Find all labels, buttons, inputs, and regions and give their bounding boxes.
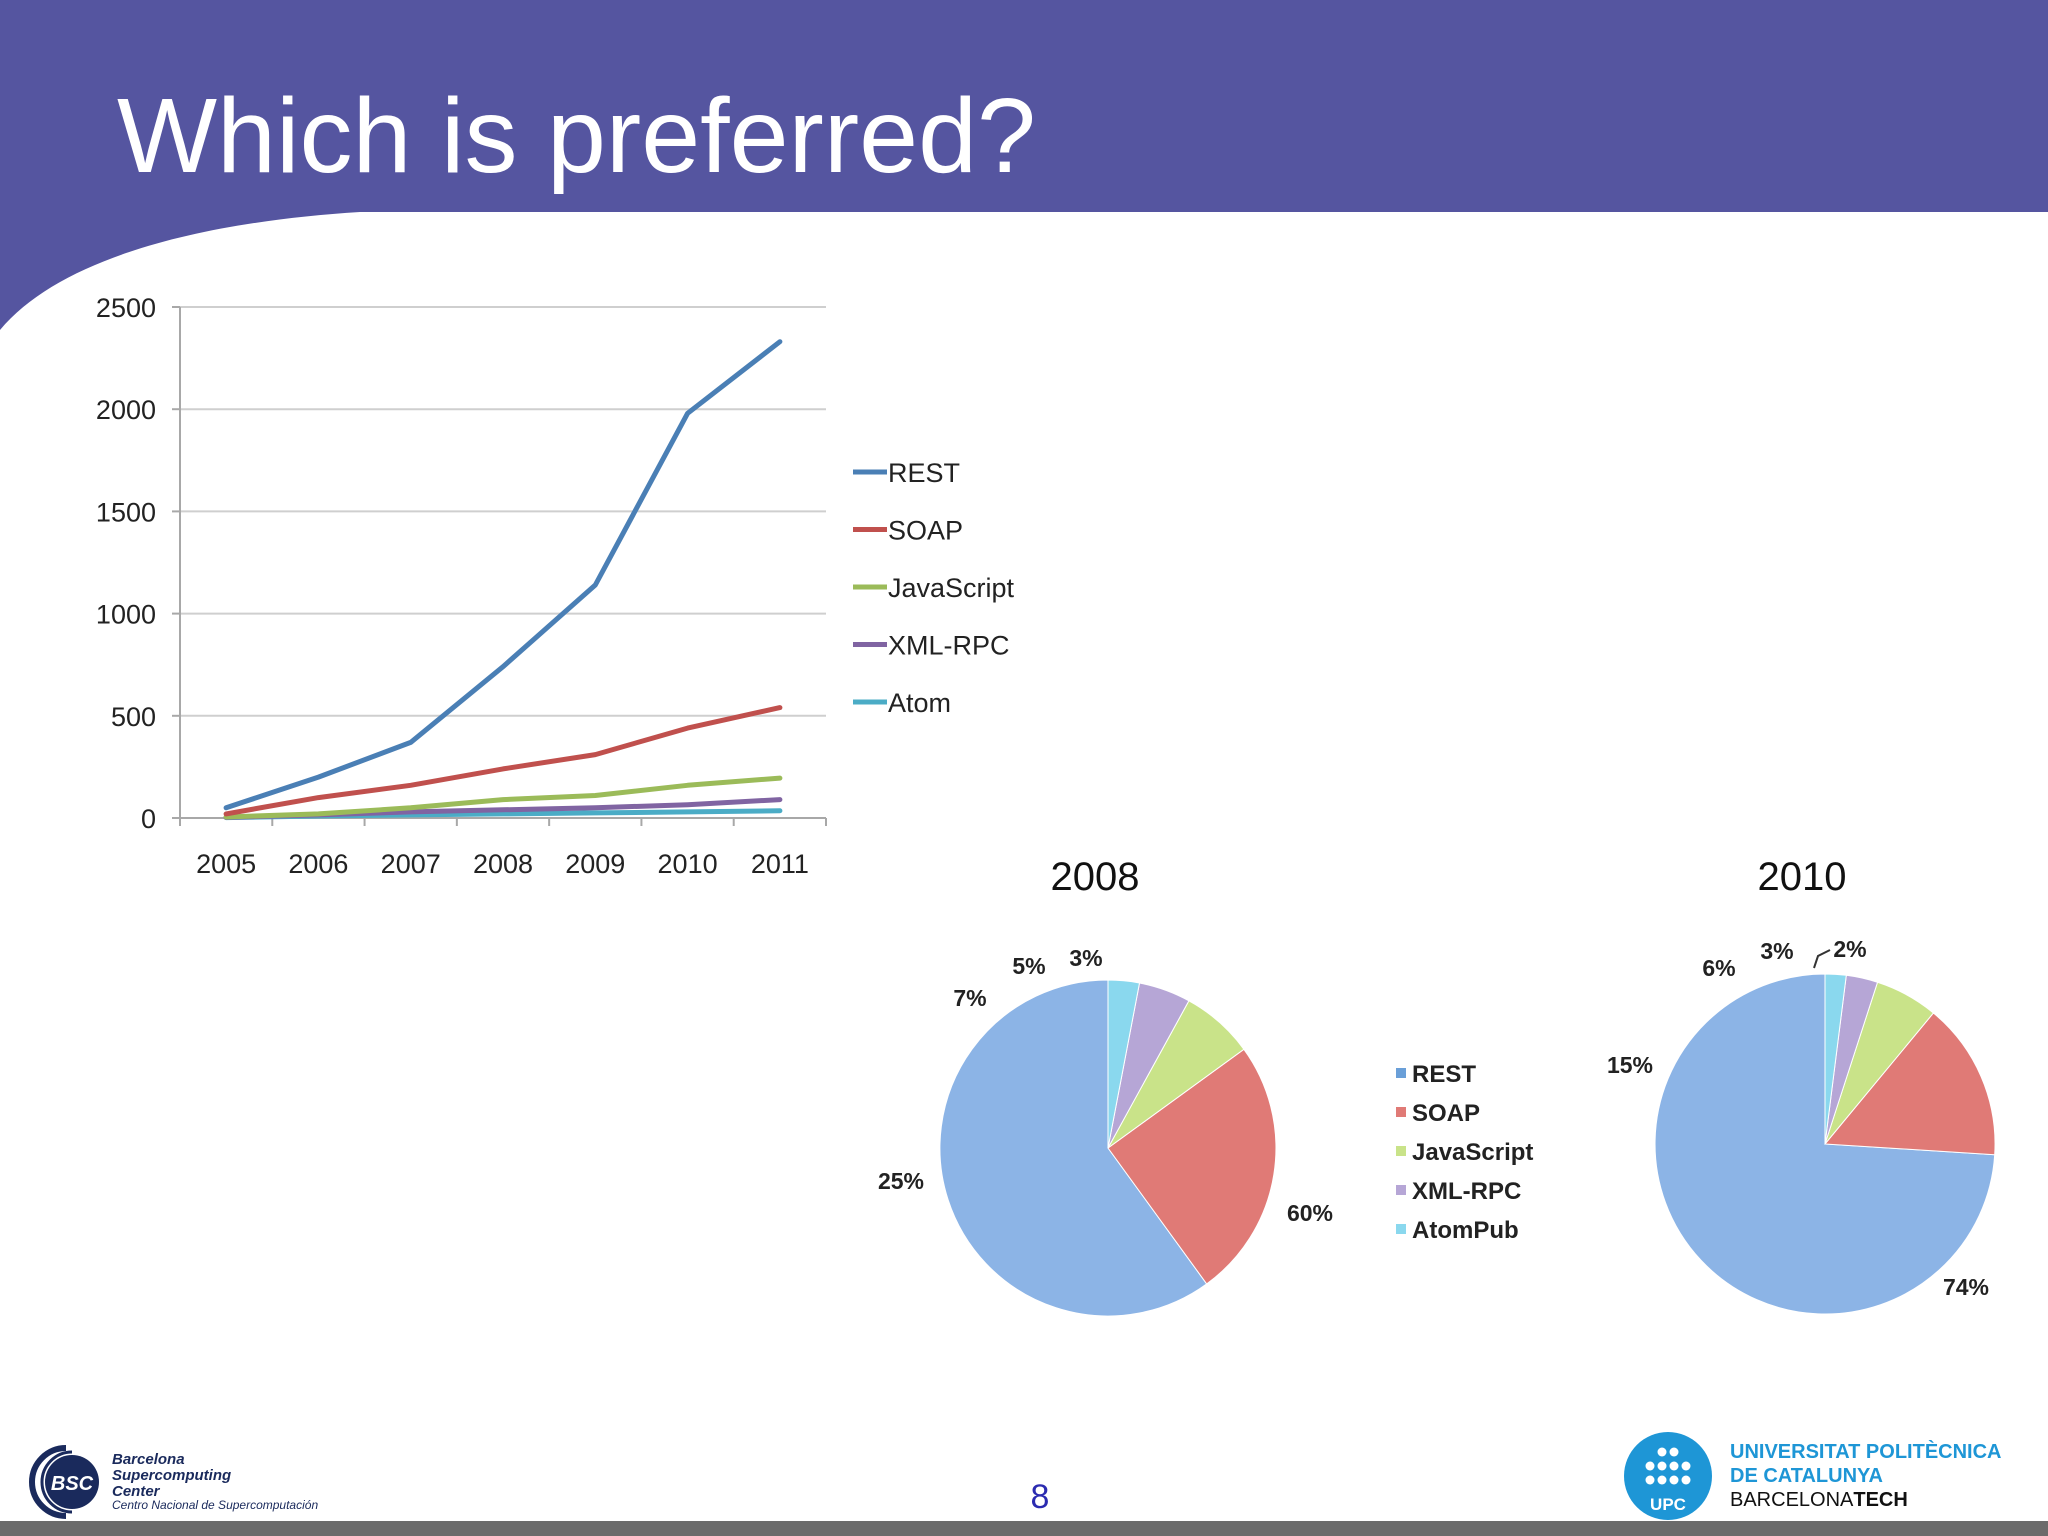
pie-legend-swatch-javascript: [1396, 1146, 1406, 1156]
upc-dot: [1669, 1447, 1679, 1457]
series-line-soap: [223, 705, 783, 817]
bsc-logo-icon: BSC: [29, 1445, 99, 1519]
series-line-rest: [223, 339, 783, 811]
bsc-wordmark: Barcelona Supercomputing Center Centro N…: [112, 1452, 318, 1512]
upc-logo-icon: UPC: [1624, 1432, 1712, 1520]
upc-dot: [1669, 1475, 1679, 1485]
pie-title: 2010: [1758, 855, 1847, 899]
pie-legend-label-javascript: JavaScript: [1412, 1139, 1533, 1166]
upc-dot: [1681, 1461, 1691, 1471]
bsc-line-1: Barcelona: [112, 1451, 185, 1468]
pie-legend-swatch-soap: [1396, 1107, 1406, 1117]
bsc-line-2: Supercomputing: [112, 1466, 232, 1484]
y-tick-label: 2000: [96, 395, 156, 425]
upc-dot: [1657, 1475, 1667, 1485]
pie-leader-line: [1813, 949, 1831, 969]
pie-slice-soap: [1107, 1048, 1277, 1285]
pie-title: 2008: [1051, 855, 1140, 899]
x-tick-label: 2007: [381, 849, 441, 879]
y-tick-label: 2500: [96, 293, 156, 323]
pie-legend-label-xml-rpc: XML-RPC: [1412, 1178, 1521, 1205]
line-chart-y-ticks: 0 500 1000 1500 2000 2500: [96, 293, 156, 834]
bsc-line-3: Center: [112, 1482, 160, 1500]
page-number: 8: [1030, 1478, 1050, 1516]
pie-value-label: 3%: [1069, 945, 1102, 971]
upc-line-1: UNIVERSITAT POLITÈCNICA: [1730, 1441, 2002, 1463]
bsc-subtitle: Centro Nacional de Supercomputación: [112, 1498, 319, 1513]
pie-value-label: 5%: [1012, 953, 1045, 979]
header-background: [0, 0, 2048, 330]
pie-legend-label-soap: SOAP: [1412, 1100, 1480, 1127]
footer-bar: [0, 1521, 2048, 1536]
pie-slice-atompub: [1107, 979, 1141, 1149]
pie-value-label: 74%: [1943, 1274, 1989, 1300]
x-tick-label: 2009: [565, 849, 625, 879]
line-chart-grid: [172, 306, 827, 826]
x-tick-label: 2005: [196, 849, 256, 879]
pie-slice-rest: [939, 979, 1208, 1317]
x-tick-label: 2008: [473, 849, 533, 879]
y-tick-label: 1000: [96, 600, 156, 630]
x-tick-label: 2011: [751, 849, 809, 879]
y-tick-label: 0: [141, 804, 156, 834]
y-tick-label: 1500: [96, 497, 156, 527]
line-chart-legend: REST SOAP JavaScript XML-RPC Atom: [853, 458, 1015, 718]
pie-slice-soap: [1823, 1012, 1996, 1156]
upc-wordmark: UNIVERSITAT POLITÈCNICA DE CATALUNYA BAR…: [1730, 1440, 2001, 1512]
x-tick-label: 2010: [658, 849, 718, 879]
line-chart-x-ticks: 2005 2006 2007 2008 2009 2010 2011: [196, 849, 809, 879]
upc-dot: [1681, 1475, 1691, 1485]
series-line-javascript: [223, 775, 783, 820]
pie-legend-swatch-xml-rpc: [1396, 1185, 1406, 1195]
pie-value-label: 6%: [1702, 955, 1735, 981]
upc-dot: [1645, 1475, 1655, 1485]
pie-value-label: 15%: [1607, 1052, 1653, 1078]
legend-label-javascript: JavaScript: [888, 573, 1015, 603]
pie-legend-swatch-rest: [1396, 1068, 1406, 1078]
pie-legend-swatch-atompub: [1396, 1224, 1406, 1234]
upc-logo-abbr: UPC: [1650, 1495, 1686, 1514]
upc-dot: [1657, 1447, 1667, 1457]
pie-slice-atompub: [1824, 973, 1847, 1145]
legend-label-atom: Atom: [888, 688, 951, 718]
bsc-logo-abbr: BSC: [51, 1473, 94, 1495]
upc-line-2: DE CATALUNYA: [1730, 1465, 1883, 1487]
pie-value-label: 60%: [1287, 1200, 1333, 1226]
pie-value-label: 2%: [1833, 936, 1866, 962]
pie-value-label: 7%: [953, 985, 986, 1011]
pie-value-label: 3%: [1760, 938, 1793, 964]
slide-title: Which is preferred?: [117, 77, 1037, 195]
legend-label-soap: SOAP: [888, 516, 963, 546]
pie-value-label: 25%: [878, 1168, 924, 1194]
upc-dot: [1669, 1461, 1679, 1471]
pie-legend-label-atompub: AtomPub: [1412, 1217, 1519, 1244]
upc-dot: [1645, 1461, 1655, 1471]
x-tick-label: 2006: [288, 849, 348, 879]
upc-barcelonatech: BARCELONATECH: [1730, 1489, 1908, 1511]
legend-label-xml-rpc: XML-RPC: [888, 631, 1010, 661]
line-chart-series: [223, 339, 783, 821]
upc-dot: [1657, 1461, 1667, 1471]
legend-label-rest: REST: [888, 458, 960, 488]
y-tick-label: 500: [111, 702, 156, 732]
pie-legend-label-rest: REST: [1412, 1061, 1476, 1088]
